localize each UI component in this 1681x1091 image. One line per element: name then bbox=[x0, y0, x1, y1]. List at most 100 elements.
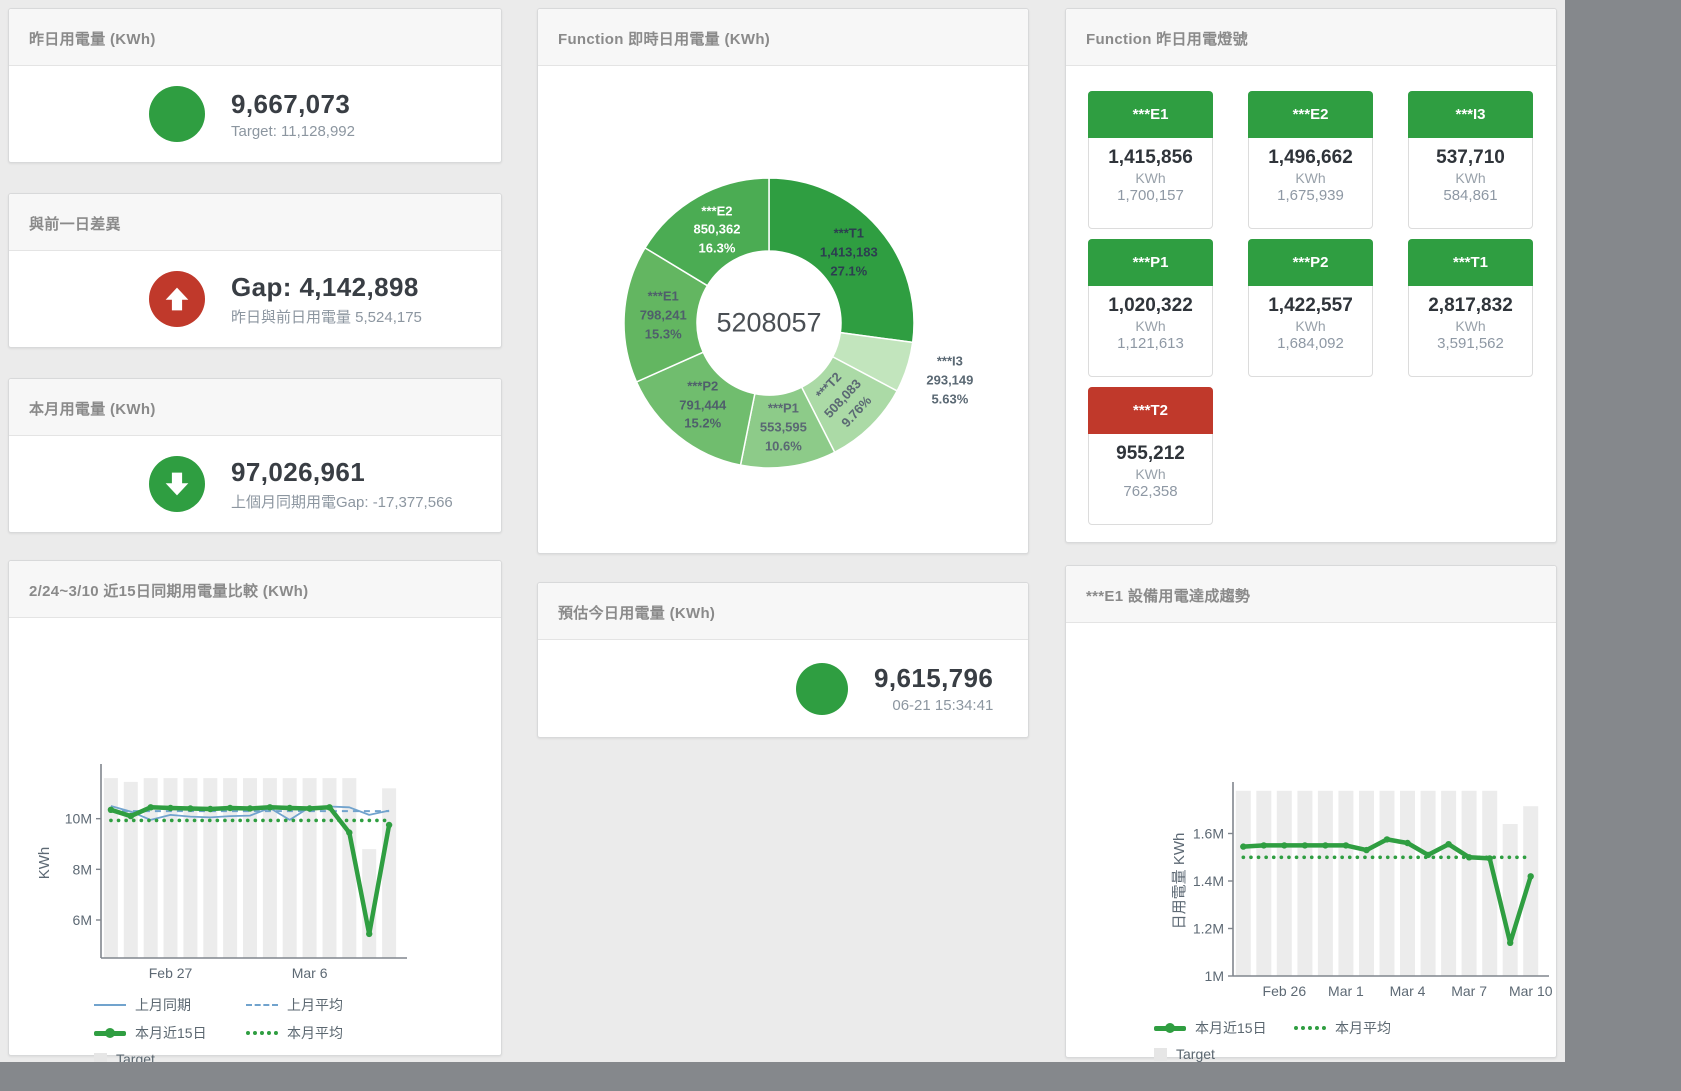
svg-text:Mar 6: Mar 6 bbox=[292, 965, 328, 981]
tile-unit: KWh bbox=[1455, 318, 1486, 334]
svg-text:6M: 6M bbox=[73, 912, 92, 928]
card-header: 本月用電量 (KWh) bbox=[9, 379, 501, 436]
donut-center-total: 5208057 bbox=[716, 307, 822, 338]
light-tile-5: ***T1 2,817,832 KWh 3,591,562 bbox=[1408, 239, 1533, 377]
stat-value: Gap: 4,142,898 bbox=[231, 271, 419, 302]
svg-text:KWh: KWh bbox=[36, 847, 53, 880]
legend-item-0[interactable]: 本月近15日 bbox=[1154, 1018, 1294, 1038]
trend-chart-svg: 1M 1.2M 1.4M 1.6M Feb 26 Mar 1 Mar 4 Mar 7 Mar 1… bbox=[1171, 782, 1553, 999]
card-month-usage: 本月用電量 (KWh) 97,026,961 上個月同期用電Gap: -17,3… bbox=[8, 378, 502, 533]
page-gutter-right bbox=[1565, 0, 1681, 1091]
arrow-up-circle-icon bbox=[149, 271, 205, 327]
svg-text:1.4M: 1.4M bbox=[1193, 873, 1224, 889]
tile-value: 1,020,322 bbox=[1108, 295, 1193, 316]
card-header: ***E1 設備用電達成趨勢 bbox=[1066, 566, 1556, 623]
light-tile-6: ***T2 955,212 KWh 762,358 bbox=[1088, 387, 1213, 525]
stat-value: 9,667,073 bbox=[231, 88, 351, 119]
tile-target: 762,358 bbox=[1123, 483, 1178, 500]
stat-subtext: 昨日與前日用電量 5,524,175 bbox=[231, 308, 422, 326]
legend-item-3[interactable]: 本月平均 bbox=[246, 1023, 398, 1043]
dash-blue-swatch-icon bbox=[246, 1004, 278, 1006]
stat-value: 97,026,961 bbox=[231, 456, 366, 487]
card-header: 與前一日差異 bbox=[9, 194, 501, 251]
tile-target: 3,591,562 bbox=[1437, 335, 1504, 352]
stat-body: 9,615,796 06-21 15:34:41 bbox=[538, 640, 1028, 737]
donut-svg[interactable] bbox=[538, 66, 1030, 554]
page-gutter-bottom bbox=[0, 1062, 1681, 1091]
tile-target: 584,861 bbox=[1443, 187, 1498, 204]
compare-chart-svg: 6M 8M 10M Feb 27 Mar 6 KWh bbox=[36, 764, 407, 981]
target-bars bbox=[1235, 790, 1539, 977]
donut-slice-label-1: ***I3 293,149 5.63% bbox=[926, 353, 974, 407]
legend-label: 本月平均 bbox=[1335, 1020, 1391, 1036]
stat-value: 9,615,796 bbox=[874, 663, 994, 693]
donut-slice-0[interactable] bbox=[768, 177, 915, 344]
svg-text:10M: 10M bbox=[65, 811, 92, 827]
stat-text: 9,615,796 06-21 15:34:41 bbox=[874, 663, 993, 714]
tile-header-label: ***E1 bbox=[1088, 91, 1213, 138]
tile-header-label: ***T2 bbox=[1088, 387, 1213, 434]
thick-green-swatch-icon bbox=[94, 1030, 126, 1036]
card-header: Function 昨日用電燈號 bbox=[1066, 9, 1556, 66]
card-title: 昨日用電量 (KWh) bbox=[29, 31, 156, 48]
card-e1-trend: ***E1 設備用電達成趨勢 1M 1.2M 1.4M 1.6M Feb 26 Mar 1… bbox=[1065, 565, 1557, 1062]
card-title: 預估今日用電量 (KWh) bbox=[558, 605, 716, 622]
svg-text:1.2M: 1.2M bbox=[1193, 921, 1224, 937]
svg-text:Mar 1: Mar 1 bbox=[1328, 983, 1364, 999]
legend-item-1[interactable]: 上月平均 bbox=[246, 995, 398, 1015]
card-title: 本月用電量 (KWh) bbox=[29, 401, 156, 418]
svg-text:8M: 8M bbox=[73, 861, 92, 877]
legend-item-0[interactable]: 上月同期 bbox=[94, 995, 246, 1015]
green-status-circle-icon bbox=[149, 86, 205, 142]
stat-text: Gap: 4,142,898 昨日與前日用電量 5,524,175 bbox=[231, 272, 422, 327]
compare-legend: 上月同期 上月平均 本月近15日 本月平均 Target bbox=[94, 995, 501, 1067]
tile-value: 2,817,832 bbox=[1428, 295, 1513, 316]
legend-item-1[interactable]: 本月平均 bbox=[1294, 1018, 1434, 1038]
tile-unit: KWh bbox=[1135, 170, 1166, 186]
stat-text: 97,026,961 上個月同期用電Gap: -17,377,566 bbox=[231, 457, 453, 512]
card-title: 與前一日差異 bbox=[29, 216, 121, 233]
svg-text:1.6M: 1.6M bbox=[1193, 826, 1224, 842]
series-2 bbox=[107, 804, 393, 938]
dot-green-swatch-icon bbox=[1294, 1026, 1326, 1030]
card-header: 昨日用電量 (KWh) bbox=[9, 9, 501, 66]
legend-item-2[interactable]: Target bbox=[1154, 1046, 1294, 1062]
stat-text: 9,667,073 Target: 11,128,992 bbox=[231, 89, 355, 140]
stat-subtext: 上個月同期用電Gap: -17,377,566 bbox=[231, 493, 453, 511]
tile-target: 1,700,157 bbox=[1117, 187, 1184, 204]
light-tile-2: ***I3 537,710 KWh 584,861 bbox=[1408, 91, 1533, 229]
legend-label: 上月同期 bbox=[135, 997, 191, 1013]
legend-label: 本月近15日 bbox=[1195, 1020, 1267, 1036]
tile-unit: KWh bbox=[1135, 318, 1166, 334]
svg-text:Feb 26: Feb 26 bbox=[1263, 983, 1307, 999]
light-tile-0: ***E1 1,415,856 KWh 1,700,157 bbox=[1088, 91, 1213, 229]
card-title: Function 即時日用電量 (KWh) bbox=[558, 31, 771, 48]
svg-text:Mar 4: Mar 4 bbox=[1390, 983, 1426, 999]
compare-chart: 6M 8M 10M Feb 27 Mar 6 KWh bbox=[9, 618, 501, 989]
legend-label: 本月近15日 bbox=[135, 1025, 207, 1041]
legend-label: 上月平均 bbox=[287, 997, 343, 1013]
dashboard-background: 昨日用電量 (KWh) 9,667,073 Target: 11,128,992… bbox=[0, 0, 1565, 1062]
donut-slice-label-6: ***E2 850,362 16.3% bbox=[693, 203, 741, 257]
tile-target: 1,121,613 bbox=[1117, 335, 1184, 352]
light-tile-3: ***P1 1,020,322 KWh 1,121,613 bbox=[1088, 239, 1213, 377]
tile-target: 1,684,092 bbox=[1277, 335, 1344, 352]
stat-body: 9,667,073 Target: 11,128,992 bbox=[9, 66, 501, 162]
target-gray-swatch-icon bbox=[1154, 1047, 1167, 1061]
card-title: ***E1 設備用電達成趨勢 bbox=[1086, 588, 1251, 605]
stat-subtext: 06-21 15:34:41 bbox=[892, 697, 994, 714]
svg-text:日用電量 KWh: 日用電量 KWh bbox=[1171, 833, 1188, 930]
tile-unit: KWh bbox=[1295, 318, 1326, 334]
series-0 bbox=[1240, 836, 1534, 946]
card-yesterday-lights: Function 昨日用電燈號 ***E1 1,415,856 KWh 1,700,1… bbox=[1065, 8, 1557, 543]
realtime-donut-chart[interactable]: 5208057 ***T1 1,413,183 27.1% ***I3 293,149 5… bbox=[538, 66, 1028, 554]
card-title: 2/24~3/10 近15日同期用電量比較 (KWh) bbox=[29, 583, 309, 600]
tile-unit: KWh bbox=[1455, 170, 1486, 186]
trend-legend: 本月近15日 本月平均 Target bbox=[1154, 1018, 1556, 1062]
donut-slice-label-3: ***P1 553,595 10.6% bbox=[759, 400, 807, 454]
legend-item-2[interactable]: 本月近15日 bbox=[94, 1023, 246, 1043]
donut-slice-6[interactable] bbox=[643, 177, 770, 287]
stat-body: Gap: 4,142,898 昨日與前日用電量 5,524,175 bbox=[9, 251, 501, 347]
series-0 bbox=[110, 805, 390, 821]
donut-slice-label-5: ***E1 798,241 15.3% bbox=[639, 289, 687, 342]
